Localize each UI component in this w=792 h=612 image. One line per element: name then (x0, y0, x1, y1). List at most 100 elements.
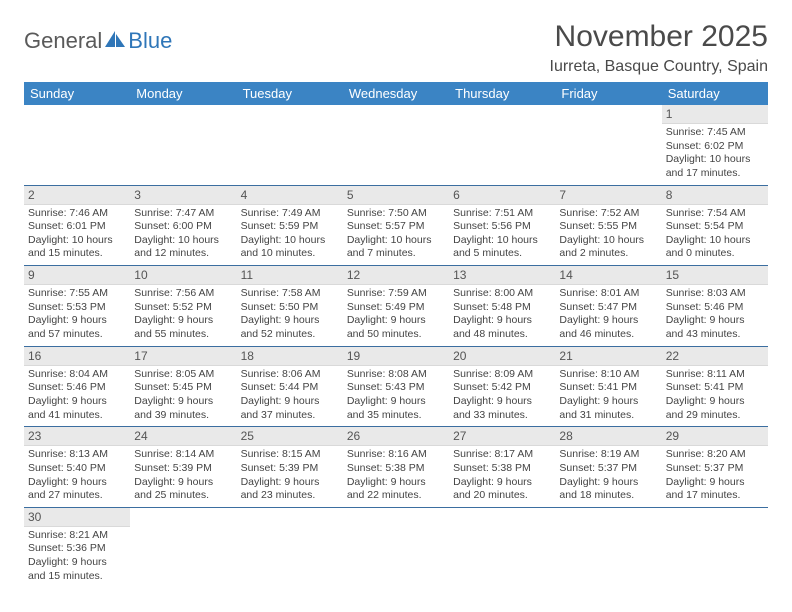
calendar-cell: 19Sunrise: 8:08 AMSunset: 5:43 PMDayligh… (343, 346, 449, 427)
calendar-cell (130, 507, 236, 587)
calendar-cell (130, 105, 236, 185)
day-number: 14 (555, 266, 661, 285)
day-number: 4 (237, 186, 343, 205)
location: Iurreta, Basque Country, Spain (550, 58, 769, 76)
calendar-cell: 1Sunrise: 7:45 AMSunset: 6:02 PMDaylight… (662, 105, 768, 185)
calendar-cell: 30Sunrise: 8:21 AMSunset: 5:36 PMDayligh… (24, 507, 130, 587)
day-header: Saturday (662, 82, 768, 105)
logo-text-1: General (24, 28, 102, 54)
calendar-cell (237, 105, 343, 185)
day-header: Sunday (24, 82, 130, 105)
day-number: 8 (662, 186, 768, 205)
calendar-cell: 29Sunrise: 8:20 AMSunset: 5:37 PMDayligh… (662, 427, 768, 508)
calendar-cell: 14Sunrise: 8:01 AMSunset: 5:47 PMDayligh… (555, 266, 661, 347)
header: General Blue November 2025 Iurreta, Basq… (24, 20, 768, 76)
day-header: Wednesday (343, 82, 449, 105)
calendar-cell: 3Sunrise: 7:47 AMSunset: 6:00 PMDaylight… (130, 185, 236, 266)
month-title: November 2025 (550, 20, 769, 54)
calendar-cell: 4Sunrise: 7:49 AMSunset: 5:59 PMDaylight… (237, 185, 343, 266)
day-info: Sunrise: 8:03 AMSunset: 5:46 PMDaylight:… (662, 285, 768, 346)
day-info: Sunrise: 7:49 AMSunset: 5:59 PMDaylight:… (237, 205, 343, 266)
day-header: Thursday (449, 82, 555, 105)
day-info: Sunrise: 8:00 AMSunset: 5:48 PMDaylight:… (449, 285, 555, 346)
calendar-row: 2Sunrise: 7:46 AMSunset: 6:01 PMDaylight… (24, 185, 768, 266)
day-info: Sunrise: 8:17 AMSunset: 5:38 PMDaylight:… (449, 446, 555, 507)
day-number: 13 (449, 266, 555, 285)
logo-text-2: Blue (128, 28, 172, 54)
calendar-cell: 6Sunrise: 7:51 AMSunset: 5:56 PMDaylight… (449, 185, 555, 266)
day-info: Sunrise: 8:04 AMSunset: 5:46 PMDaylight:… (24, 366, 130, 427)
calendar-cell (343, 105, 449, 185)
calendar-cell (555, 105, 661, 185)
day-info: Sunrise: 7:50 AMSunset: 5:57 PMDaylight:… (343, 205, 449, 266)
logo-sail-icon (104, 28, 126, 54)
day-number: 12 (343, 266, 449, 285)
day-number: 27 (449, 427, 555, 446)
calendar-cell: 22Sunrise: 8:11 AMSunset: 5:41 PMDayligh… (662, 346, 768, 427)
day-info: Sunrise: 7:58 AMSunset: 5:50 PMDaylight:… (237, 285, 343, 346)
day-header: Tuesday (237, 82, 343, 105)
day-info: Sunrise: 8:05 AMSunset: 5:45 PMDaylight:… (130, 366, 236, 427)
day-number: 6 (449, 186, 555, 205)
calendar-cell: 25Sunrise: 8:15 AMSunset: 5:39 PMDayligh… (237, 427, 343, 508)
day-number: 5 (343, 186, 449, 205)
day-number: 19 (343, 347, 449, 366)
day-header: Monday (130, 82, 236, 105)
days-of-week-row: SundayMondayTuesdayWednesdayThursdayFrid… (24, 82, 768, 105)
calendar-cell (662, 507, 768, 587)
day-number: 1 (662, 105, 768, 124)
day-number: 9 (24, 266, 130, 285)
day-number: 20 (449, 347, 555, 366)
calendar-cell: 5Sunrise: 7:50 AMSunset: 5:57 PMDaylight… (343, 185, 449, 266)
calendar-cell: 7Sunrise: 7:52 AMSunset: 5:55 PMDaylight… (555, 185, 661, 266)
day-info: Sunrise: 7:56 AMSunset: 5:52 PMDaylight:… (130, 285, 236, 346)
calendar-cell: 18Sunrise: 8:06 AMSunset: 5:44 PMDayligh… (237, 346, 343, 427)
calendar-body: 1Sunrise: 7:45 AMSunset: 6:02 PMDaylight… (24, 105, 768, 587)
day-info: Sunrise: 8:21 AMSunset: 5:36 PMDaylight:… (24, 527, 130, 588)
day-number: 26 (343, 427, 449, 446)
day-number: 22 (662, 347, 768, 366)
calendar-cell (449, 507, 555, 587)
day-info: Sunrise: 7:59 AMSunset: 5:49 PMDaylight:… (343, 285, 449, 346)
calendar-row: 23Sunrise: 8:13 AMSunset: 5:40 PMDayligh… (24, 427, 768, 508)
calendar-cell: 11Sunrise: 7:58 AMSunset: 5:50 PMDayligh… (237, 266, 343, 347)
calendar-cell: 23Sunrise: 8:13 AMSunset: 5:40 PMDayligh… (24, 427, 130, 508)
calendar-cell: 2Sunrise: 7:46 AMSunset: 6:01 PMDaylight… (24, 185, 130, 266)
calendar-table: SundayMondayTuesdayWednesdayThursdayFrid… (24, 82, 768, 587)
day-number: 7 (555, 186, 661, 205)
calendar-cell (237, 507, 343, 587)
day-info: Sunrise: 7:46 AMSunset: 6:01 PMDaylight:… (24, 205, 130, 266)
logo: General Blue (24, 28, 172, 54)
calendar-row: 1Sunrise: 7:45 AMSunset: 6:02 PMDaylight… (24, 105, 768, 185)
day-info: Sunrise: 8:15 AMSunset: 5:39 PMDaylight:… (237, 446, 343, 507)
day-number: 23 (24, 427, 130, 446)
day-number: 2 (24, 186, 130, 205)
day-info: Sunrise: 7:47 AMSunset: 6:00 PMDaylight:… (130, 205, 236, 266)
day-header: Friday (555, 82, 661, 105)
day-info: Sunrise: 8:13 AMSunset: 5:40 PMDaylight:… (24, 446, 130, 507)
calendar-cell: 15Sunrise: 8:03 AMSunset: 5:46 PMDayligh… (662, 266, 768, 347)
day-number: 17 (130, 347, 236, 366)
calendar-cell: 8Sunrise: 7:54 AMSunset: 5:54 PMDaylight… (662, 185, 768, 266)
calendar-cell (24, 105, 130, 185)
calendar-cell: 20Sunrise: 8:09 AMSunset: 5:42 PMDayligh… (449, 346, 555, 427)
calendar-cell: 9Sunrise: 7:55 AMSunset: 5:53 PMDaylight… (24, 266, 130, 347)
calendar-cell (449, 105, 555, 185)
day-info: Sunrise: 8:06 AMSunset: 5:44 PMDaylight:… (237, 366, 343, 427)
calendar-cell: 17Sunrise: 8:05 AMSunset: 5:45 PMDayligh… (130, 346, 236, 427)
day-info: Sunrise: 8:08 AMSunset: 5:43 PMDaylight:… (343, 366, 449, 427)
calendar-cell: 27Sunrise: 8:17 AMSunset: 5:38 PMDayligh… (449, 427, 555, 508)
day-number: 29 (662, 427, 768, 446)
day-info: Sunrise: 8:19 AMSunset: 5:37 PMDaylight:… (555, 446, 661, 507)
day-number: 28 (555, 427, 661, 446)
calendar-row: 30Sunrise: 8:21 AMSunset: 5:36 PMDayligh… (24, 507, 768, 587)
day-info: Sunrise: 8:14 AMSunset: 5:39 PMDaylight:… (130, 446, 236, 507)
day-info: Sunrise: 8:01 AMSunset: 5:47 PMDaylight:… (555, 285, 661, 346)
day-number: 3 (130, 186, 236, 205)
calendar-cell: 10Sunrise: 7:56 AMSunset: 5:52 PMDayligh… (130, 266, 236, 347)
day-info: Sunrise: 8:20 AMSunset: 5:37 PMDaylight:… (662, 446, 768, 507)
day-info: Sunrise: 8:09 AMSunset: 5:42 PMDaylight:… (449, 366, 555, 427)
day-info: Sunrise: 7:45 AMSunset: 6:02 PMDaylight:… (662, 124, 768, 185)
calendar-cell (343, 507, 449, 587)
calendar-cell: 12Sunrise: 7:59 AMSunset: 5:49 PMDayligh… (343, 266, 449, 347)
